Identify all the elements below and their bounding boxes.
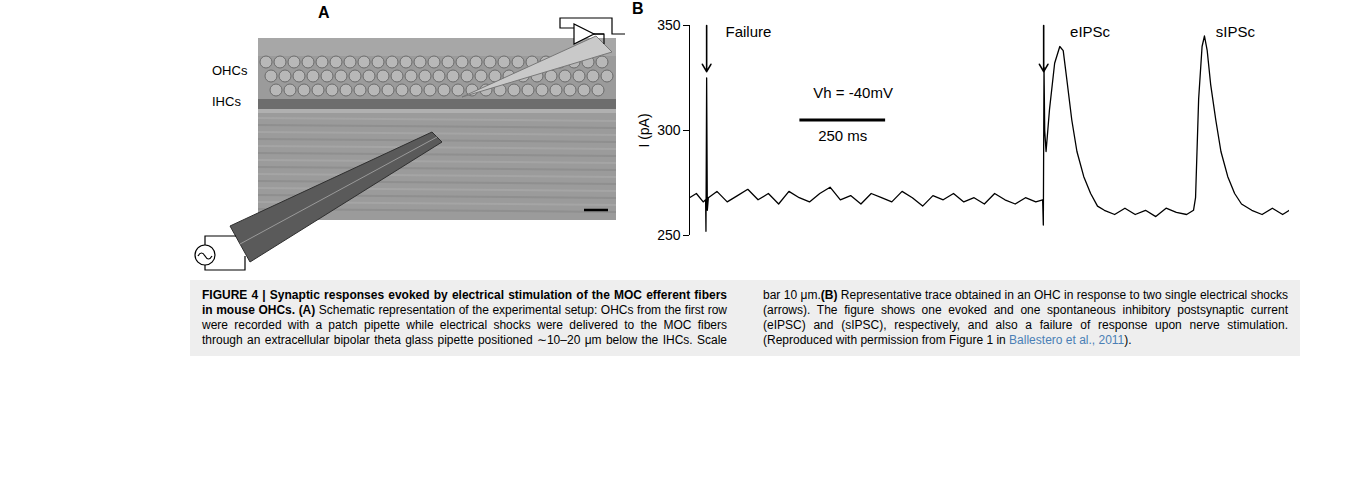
svg-text:A: A: [318, 4, 330, 21]
svg-text:Failure: Failure: [726, 23, 772, 40]
html-text:FIGURE 4 | Synaptic responses: FIGURE 4 | Synaptic responses evoked by …: [202, 288, 1288, 347]
svg-text:eIPSc: eIPSc: [1070, 23, 1111, 40]
svg-text:sIPSc: sIPSc: [1216, 23, 1256, 40]
svg-text:I (pA): I (pA): [636, 113, 652, 147]
svg-text:350: 350: [657, 17, 681, 33]
svg-text:OHCs: OHCs: [212, 63, 248, 78]
svg-text:IHCs: IHCs: [212, 94, 241, 109]
svg-text:250: 250: [657, 227, 681, 243]
svg-text:Vh = -40mV: Vh = -40mV: [813, 84, 893, 101]
html-text:B: B: [632, 0, 644, 17]
svg-text:300: 300: [657, 122, 681, 138]
svg-text:250 ms: 250 ms: [818, 127, 867, 144]
